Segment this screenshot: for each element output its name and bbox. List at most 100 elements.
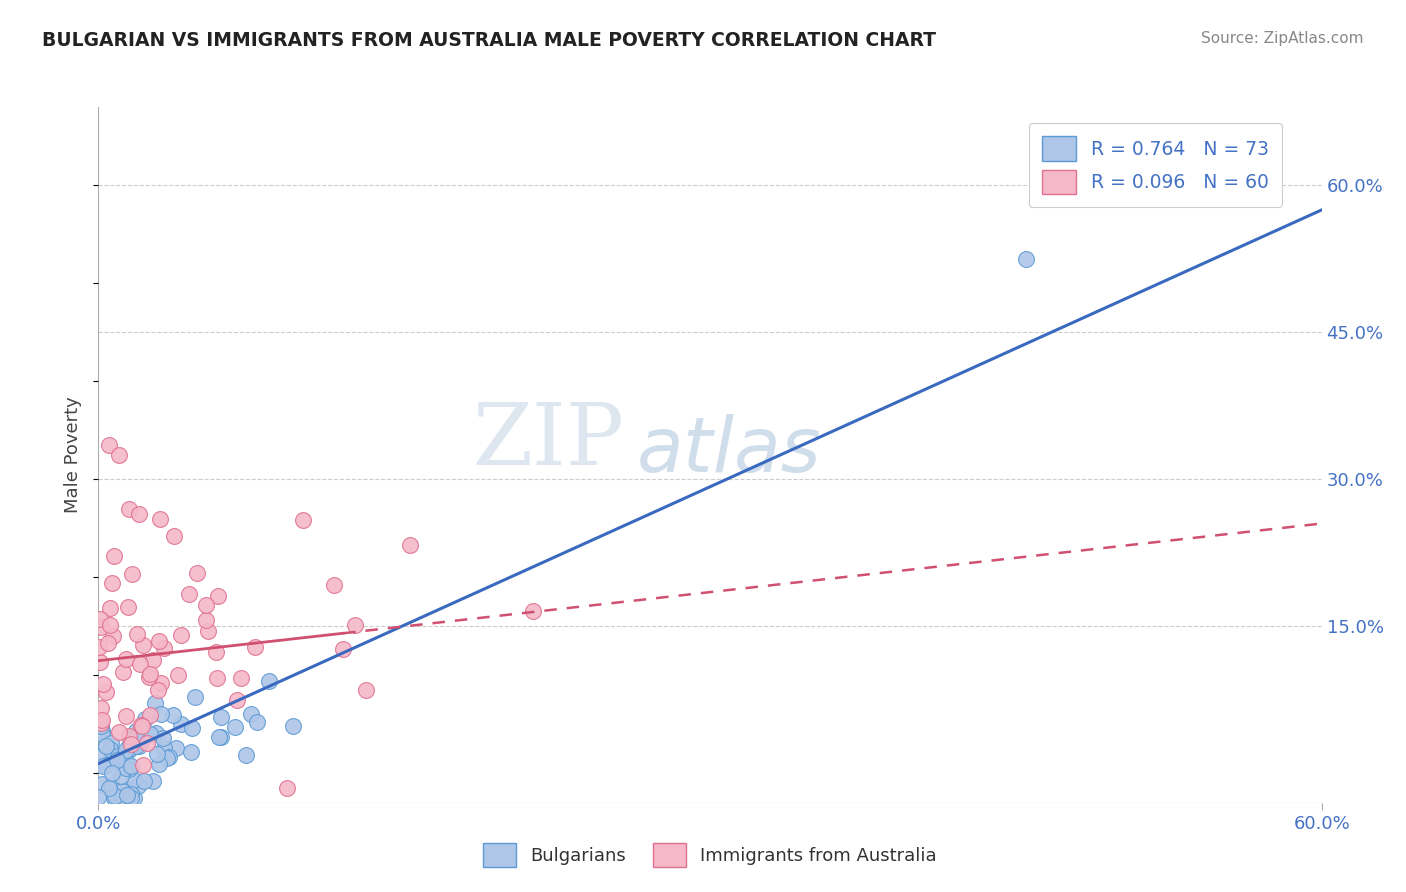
- Point: [117, 599, 139, 614]
- Point: [114, 708, 136, 723]
- Point: [522, 604, 544, 618]
- Point: [152, 731, 174, 745]
- Point: [163, 529, 186, 543]
- Point: [138, 727, 160, 741]
- Point: [108, 448, 131, 462]
- Point: [89, 612, 111, 626]
- Point: [120, 787, 142, 801]
- Point: [356, 683, 378, 698]
- Text: BULGARIAN VS IMMIGRANTS FROM AUSTRALIA MALE POVERTY CORRELATION CHART: BULGARIAN VS IMMIGRANTS FROM AUSTRALIA M…: [42, 31, 936, 50]
- Point: [322, 578, 344, 592]
- Point: [132, 638, 155, 652]
- Point: [101, 628, 124, 642]
- Point: [179, 587, 201, 601]
- Text: ZIP: ZIP: [472, 400, 624, 483]
- Point: [121, 791, 143, 805]
- Point: [114, 755, 136, 769]
- Point: [138, 666, 160, 681]
- Point: [156, 751, 179, 765]
- Point: [118, 501, 141, 516]
- Point: [149, 676, 172, 690]
- Point: [181, 721, 204, 735]
- Point: [195, 614, 218, 628]
- Point: [235, 748, 257, 763]
- Point: [104, 750, 127, 764]
- Point: [276, 781, 298, 796]
- Point: [118, 729, 141, 743]
- Point: [111, 756, 134, 770]
- Point: [240, 706, 263, 721]
- Point: [94, 685, 117, 699]
- Point: [194, 598, 217, 612]
- Point: [146, 747, 169, 761]
- Text: atlas: atlas: [637, 415, 821, 489]
- Point: [122, 772, 145, 787]
- Point: [127, 779, 149, 793]
- Point: [132, 758, 155, 772]
- Point: [115, 789, 138, 803]
- Point: [91, 713, 114, 727]
- Point: [131, 719, 153, 733]
- Point: [91, 777, 114, 791]
- Point: [143, 697, 166, 711]
- Point: [104, 789, 127, 803]
- Point: [153, 740, 176, 755]
- Point: [103, 791, 125, 805]
- Point: [118, 739, 141, 753]
- Point: [97, 636, 120, 650]
- Point: [90, 701, 112, 715]
- Point: [157, 750, 180, 764]
- Point: [1015, 252, 1038, 266]
- Point: [107, 725, 129, 739]
- Point: [148, 683, 170, 698]
- Point: [292, 513, 315, 527]
- Point: [111, 791, 134, 805]
- Point: [91, 723, 114, 738]
- Point: [180, 745, 202, 759]
- Point: [101, 575, 124, 590]
- Point: [121, 739, 143, 753]
- Point: [121, 567, 143, 582]
- Point: [183, 690, 205, 704]
- Point: [105, 753, 128, 767]
- Point: [129, 657, 152, 671]
- Point: [148, 756, 170, 771]
- Point: [129, 718, 152, 732]
- Point: [131, 731, 153, 746]
- Point: [120, 738, 142, 752]
- Point: [120, 759, 142, 773]
- Point: [136, 736, 159, 750]
- Point: [100, 601, 122, 615]
- Point: [229, 671, 252, 685]
- Point: [205, 645, 228, 659]
- Point: [118, 741, 141, 756]
- Point: [332, 642, 354, 657]
- Point: [165, 741, 187, 756]
- Point: [134, 712, 156, 726]
- Point: [122, 791, 145, 805]
- Point: [170, 717, 193, 731]
- Point: [100, 736, 122, 750]
- Y-axis label: Male Poverty: Male Poverty: [65, 397, 83, 513]
- Point: [142, 773, 165, 788]
- Text: Source: ZipAtlas.com: Source: ZipAtlas.com: [1201, 31, 1364, 46]
- Point: [98, 618, 121, 632]
- Point: [118, 763, 141, 777]
- Point: [139, 707, 162, 722]
- Point: [114, 743, 136, 757]
- Point: [186, 566, 208, 580]
- Point: [117, 782, 139, 797]
- Point: [149, 511, 172, 525]
- Point: [93, 759, 115, 773]
- Point: [90, 727, 112, 741]
- Point: [90, 718, 112, 732]
- Point: [207, 671, 229, 685]
- Point: [111, 784, 134, 798]
- Point: [125, 723, 148, 738]
- Point: [91, 677, 114, 691]
- Point: [125, 730, 148, 744]
- Legend: Bulgarians, Immigrants from Australia: Bulgarians, Immigrants from Australia: [477, 836, 943, 874]
- Point: [90, 716, 112, 731]
- Point: [209, 710, 232, 724]
- Point: [112, 665, 135, 680]
